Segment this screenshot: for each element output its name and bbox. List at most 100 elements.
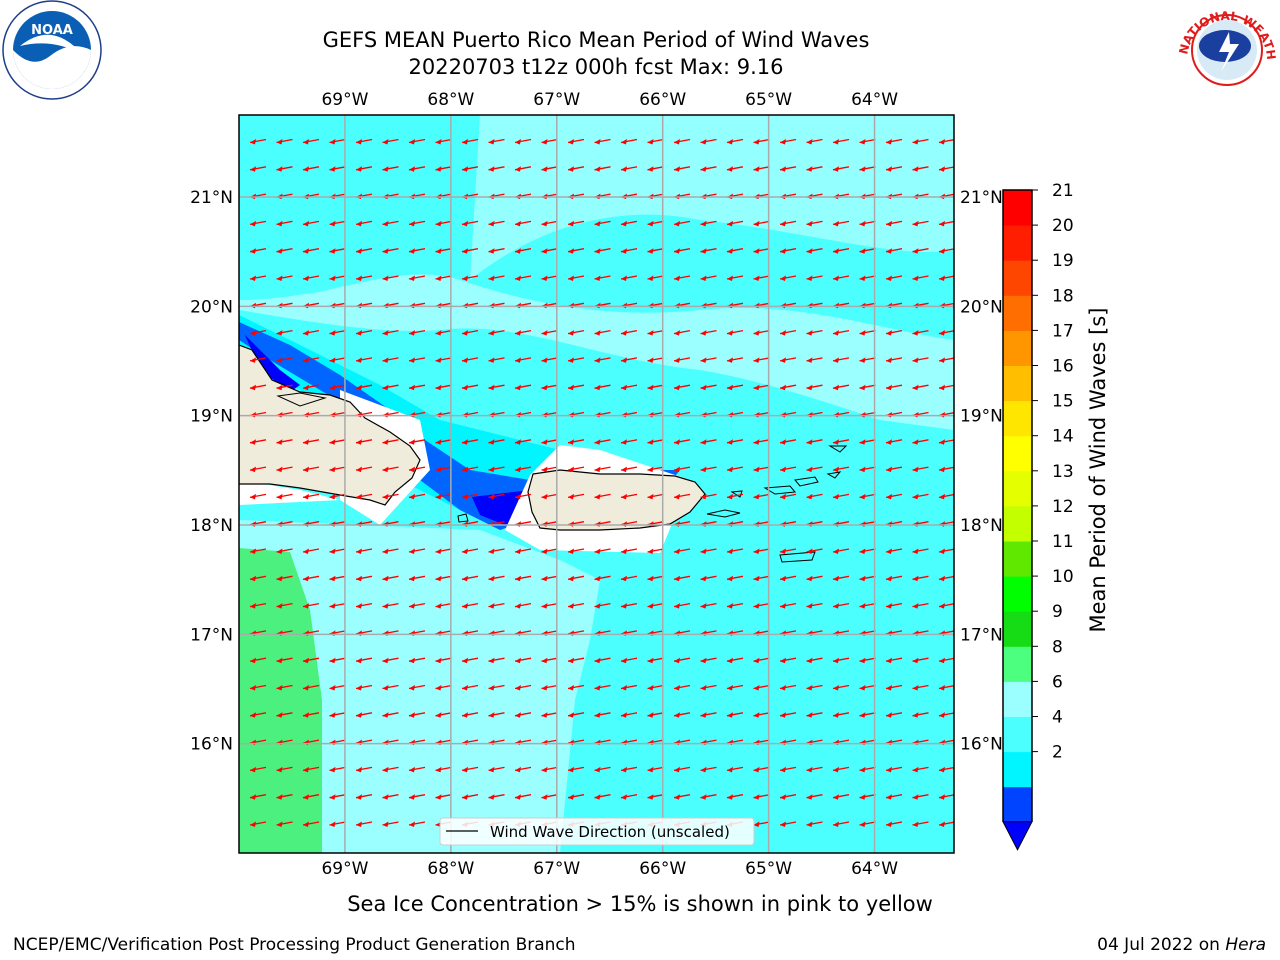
- noaa-logo: NOAA: [2, 0, 102, 100]
- wind-vector-arrow: [249, 684, 267, 691]
- wind-vector-arrow: [912, 712, 929, 718]
- lon-tick-label: 65°W: [745, 90, 792, 110]
- footer-date: 04 Jul 2022 on Hera: [1097, 935, 1266, 955]
- wind-vector-arrow: [382, 602, 399, 609]
- wind-vector-arrow: [938, 794, 954, 800]
- legend-label: Wind Wave Direction (unscaled): [490, 823, 730, 841]
- wind-vector-arrow: [355, 220, 373, 227]
- wind-vector-arrow: [541, 575, 558, 582]
- wind-vector-arrow: [329, 657, 346, 664]
- wind-vector-arrow: [620, 384, 638, 391]
- wind-vector-arrow: [567, 602, 585, 609]
- st-thomas-island: [763, 485, 796, 495]
- colorbar-segment: [1003, 365, 1032, 402]
- wind-vector-arrow: [673, 548, 691, 554]
- wind-vector-arrow: [779, 712, 797, 718]
- wind-vector-arrow: [726, 493, 744, 500]
- wind-vector-arrow: [594, 384, 611, 391]
- wind-vector-arrow: [329, 329, 346, 336]
- wind-vector-arrow: [726, 248, 744, 254]
- wind-vector-arrow: [514, 602, 532, 609]
- wind-vector-arrow: [912, 357, 929, 363]
- wind-vector-arrow: [779, 329, 797, 336]
- sombrero-island: [828, 445, 848, 453]
- wind-vector-arrow: [249, 766, 267, 773]
- wind-vector-arrow: [594, 794, 611, 800]
- wind-vector-arrow: [488, 602, 505, 609]
- field-region-6-8s-north: [280, 115, 460, 294]
- wind-vector-arrow: [885, 602, 903, 609]
- wind-vector-arrow: [461, 275, 479, 281]
- wind-vector-arrow: [541, 248, 558, 254]
- wind-vector-arrow: [408, 248, 426, 254]
- wind-vector-arrow: [938, 166, 954, 172]
- wind-vector-arrow: [329, 357, 346, 363]
- wind-vector-arrow: [859, 248, 876, 254]
- wind-vector-arrow: [647, 329, 664, 336]
- colorbar-extend-arrow: [1002, 821, 1033, 851]
- wind-vector-arrow: [514, 712, 532, 718]
- wind-vector-arrow: [408, 384, 426, 391]
- colorbar-tick-label: 14: [1052, 427, 1074, 447]
- wind-vector-arrow: [806, 684, 823, 691]
- wind-vector-arrow: [355, 384, 373, 391]
- wind-vector-arrow: [276, 575, 293, 582]
- wind-vector-arrow: [859, 575, 876, 582]
- wind-vector-arrow: [912, 657, 929, 664]
- wind-vector-arrow: [276, 548, 293, 554]
- wind-vector-arrow: [647, 794, 664, 800]
- lat-tick-label: 19°N: [960, 407, 1003, 427]
- wind-vector-arrow: [408, 821, 426, 827]
- wind-vector-arrow: [885, 275, 903, 281]
- wind-vector-arrow: [753, 794, 770, 800]
- wind-vector-arrow: [885, 712, 903, 718]
- wind-vector-arrow: [461, 220, 479, 227]
- wind-vector-arrow: [461, 794, 479, 800]
- wind-vector-arrow: [488, 466, 505, 473]
- wind-vector-arrow: [806, 712, 823, 718]
- wind-vector-arrow: [329, 493, 346, 500]
- lat-tick-label: 18°N: [190, 516, 233, 536]
- wind-vector-arrow: [488, 357, 505, 363]
- wind-vector-arrow: [382, 657, 399, 664]
- wind-vector-arrow: [885, 248, 903, 254]
- wind-vector-arrow: [594, 439, 611, 445]
- wind-vector-arrow: [355, 493, 373, 500]
- colorbar-tick-label: 11: [1052, 532, 1074, 552]
- lat-tick-label: 21°N: [190, 188, 233, 208]
- wind-vector-arrow: [779, 138, 797, 145]
- wind-vector-arrow: [938, 821, 954, 827]
- wind-vector-arrow: [276, 248, 293, 254]
- colorbar-segment: [1003, 295, 1032, 331]
- wind-vector-arrow: [408, 657, 426, 664]
- wind-vector-arrow: [514, 657, 532, 664]
- wind-vector-arrow: [541, 602, 558, 609]
- wind-vector-arrow: [541, 329, 558, 336]
- wind-vector-arrow: [938, 548, 954, 554]
- wind-vector-arrow: [408, 329, 426, 336]
- wind-vector-arrow: [488, 493, 505, 500]
- lon-tick-label: 67°W: [533, 90, 580, 110]
- colorbar-tick-label: 12: [1052, 497, 1074, 517]
- wind-vector-arrow: [382, 357, 399, 363]
- colorbar-tick-label: 6: [1052, 672, 1063, 692]
- wind-vector-arrow: [806, 275, 823, 281]
- wind-vector-arrow: [435, 712, 452, 718]
- wind-vector-arrow: [620, 439, 638, 445]
- culebra-island: [730, 490, 743, 498]
- wind-vector-arrow: [620, 357, 638, 363]
- wind-vector-arrow: [435, 602, 452, 609]
- wind-vector-arrow: [753, 439, 770, 445]
- wind-vector-arrow: [435, 138, 452, 145]
- wind-vector-arrow: [832, 794, 850, 800]
- wind-vector-arrow: [594, 712, 611, 718]
- wind-vector-arrow: [700, 493, 717, 500]
- wind-vector-arrow: [912, 248, 929, 254]
- wind-vector-arrow: [859, 657, 876, 664]
- wind-vector-arrow: [700, 712, 717, 718]
- wind-vector-arrow: [355, 357, 373, 363]
- wind-vector-arrow: [276, 275, 293, 281]
- wind-vector-arrow: [435, 329, 452, 336]
- wind-vector-arrow: [355, 575, 373, 582]
- wind-vector-arrow: [620, 794, 638, 800]
